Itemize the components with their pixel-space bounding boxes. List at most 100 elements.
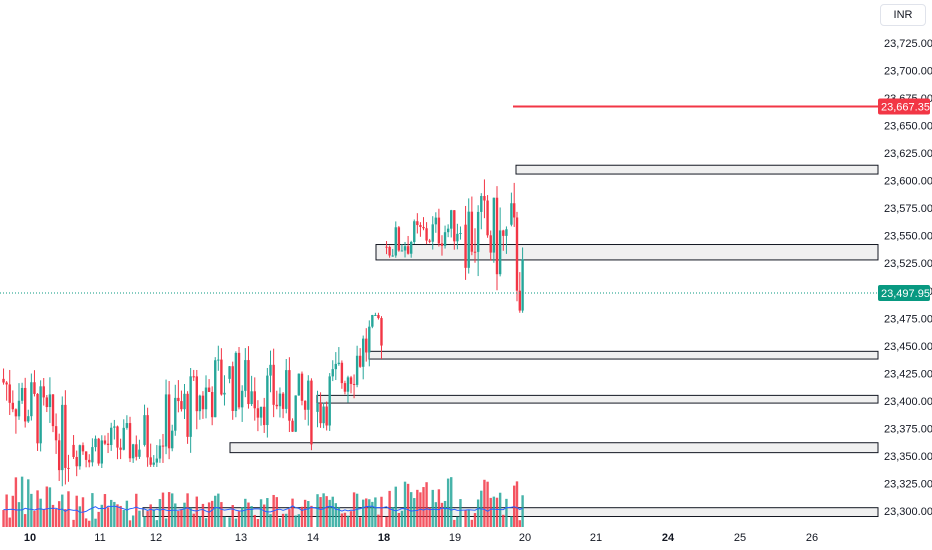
candle-body (285, 370, 288, 409)
candle-body (135, 444, 138, 457)
candle-body (214, 360, 217, 418)
candle-body (275, 404, 278, 407)
candle-body (2, 378, 5, 383)
candle-body (234, 352, 238, 411)
candle-body (149, 457, 152, 465)
candle-body (250, 391, 253, 405)
candle-body (319, 402, 322, 424)
currency-button[interactable]: INR (880, 4, 926, 26)
candle-body (297, 373, 301, 396)
volume-bar (158, 499, 162, 527)
candle-body (30, 382, 33, 417)
volume-bar (394, 486, 397, 527)
candle-body (437, 217, 441, 244)
volume-bar (325, 496, 328, 527)
candle-body (443, 232, 447, 246)
date-tick-label: 20 (519, 532, 531, 544)
candle-body (409, 241, 413, 254)
price-tick-label: 23,600.00 (884, 176, 932, 188)
candle-body (51, 394, 55, 427)
candle-body (425, 228, 428, 241)
volume-bar (521, 495, 524, 527)
volume-bar (97, 511, 100, 527)
candle-body (116, 426, 119, 448)
price-tick-label: 23,450.00 (884, 341, 932, 353)
volume-bar (161, 492, 165, 527)
volume-bar (483, 479, 486, 527)
price-tick-label: 23,425.00 (884, 368, 932, 380)
candle-body (362, 338, 365, 367)
volume-bar (319, 497, 322, 527)
volume-bar (106, 507, 110, 527)
volume-bar (322, 493, 325, 527)
candle-body (464, 224, 467, 268)
volume-bar (453, 519, 456, 527)
volume-bar (228, 517, 231, 527)
volume-bar (278, 518, 282, 527)
candle-body (307, 380, 310, 410)
volume-bar (183, 502, 186, 527)
candle-body (322, 406, 325, 424)
date-tick-label: 10 (24, 532, 36, 544)
candle-body (473, 251, 477, 253)
candle-body (192, 376, 195, 378)
volume-bar (240, 507, 244, 527)
candle-body (8, 384, 11, 403)
volume-bar (54, 508, 58, 527)
price-zone (316, 394, 879, 404)
volume-bar (459, 499, 462, 527)
volume-bar (380, 496, 383, 527)
volume-bar (210, 500, 214, 527)
volume-bar (138, 510, 141, 527)
candle-body (186, 393, 189, 437)
volume-bar (192, 513, 195, 527)
volume-moving-average (3, 505, 523, 513)
volume-bar (27, 479, 30, 527)
candle-body (521, 259, 524, 311)
candle-body (48, 394, 52, 408)
volume-bar (155, 520, 159, 527)
candle-body (394, 227, 397, 256)
candle-body (54, 426, 58, 441)
volume-bar (358, 517, 362, 527)
volume-bar (473, 513, 477, 527)
candle-body (240, 390, 244, 408)
candle-body (100, 440, 103, 464)
candle-body (23, 387, 27, 422)
volume-bar (39, 498, 42, 527)
volume-bar (406, 483, 410, 527)
volume-bar (303, 499, 307, 527)
volume-bar (476, 499, 480, 527)
candle-body (119, 447, 122, 450)
volume-bar (48, 487, 52, 527)
volume-bar (510, 516, 513, 527)
last-price-tag-label: 23,497.95 (881, 288, 930, 300)
candle-body (164, 394, 168, 447)
candle-body (210, 391, 214, 418)
candle-body (505, 229, 508, 236)
volume-bar (495, 497, 499, 527)
volume-bar (425, 482, 428, 527)
volume-bar (113, 501, 116, 527)
volume-bar (422, 487, 425, 527)
candle-body (27, 416, 30, 422)
volume-bar (377, 514, 380, 527)
volume-bar (464, 510, 467, 527)
candle-body (152, 462, 155, 465)
candle-body (228, 366, 231, 379)
volume-bar (467, 509, 470, 527)
volume-bar (201, 503, 205, 527)
volume-bar (440, 502, 444, 527)
volume-bar (470, 519, 474, 527)
volume-bar (256, 518, 260, 527)
candle-body (128, 423, 132, 459)
price-tick-label: 23,325.00 (884, 478, 932, 490)
time-axis[interactable]: 10 11 12 13 14 18 19 20 21 24 25 26 (24, 532, 818, 544)
candle-body (365, 338, 368, 353)
volume-bar (310, 505, 313, 527)
date-tick-label: 11 (94, 532, 105, 544)
price-axis[interactable]: 23,300.00 23,325.00 23,350.00 23,375.00 23,4… (884, 38, 932, 518)
candle-body (207, 387, 211, 392)
volume-bar (288, 509, 291, 527)
